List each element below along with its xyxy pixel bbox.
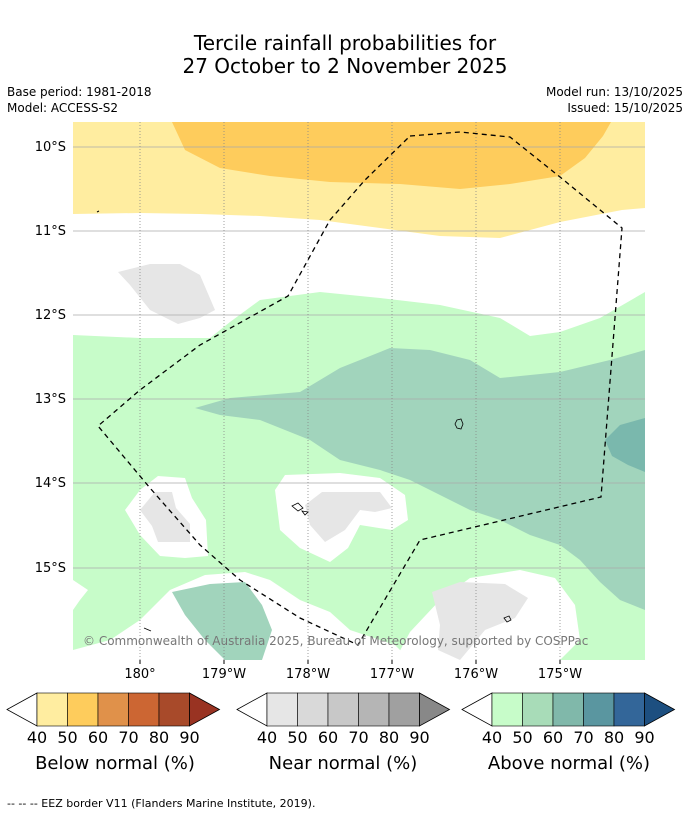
lon-label-175w: 175°W bbox=[538, 667, 582, 682]
colorbar-swatch bbox=[358, 692, 390, 727]
island-west bbox=[143, 627, 152, 632]
colorbar-tick-label: 60 bbox=[542, 728, 564, 747]
colorbar-swatch bbox=[97, 692, 129, 727]
colorbar-tick-label: 60 bbox=[317, 728, 339, 747]
lat-label-11s: 11°S bbox=[35, 224, 66, 239]
island-northwest bbox=[96, 210, 100, 213]
colorbar-max-extend bbox=[419, 692, 451, 727]
island-south bbox=[503, 615, 512, 623]
island-center bbox=[291, 502, 309, 516]
above-normal-50-lower-region bbox=[172, 582, 272, 660]
colorbar-tick-label: 90 bbox=[634, 728, 655, 747]
model-run: Model run: 13/10/2025 bbox=[545, 85, 683, 99]
lon-label-178w: 178°W bbox=[286, 667, 330, 682]
colorbar-tick-label: 60 bbox=[87, 728, 109, 747]
latitude-labels: 10°S 11°S 12°S 13°S 14°S 15°S bbox=[35, 140, 66, 576]
lat-label-15s: 15°S bbox=[35, 561, 66, 576]
colorbar-min-extend bbox=[6, 692, 38, 727]
issued-date: Issued: 15/10/2025 bbox=[567, 101, 683, 115]
lat-label-13s: 13°S bbox=[35, 392, 66, 407]
colorbar-above-normal bbox=[461, 692, 676, 727]
title-line-1: Tercile rainfall probabilities for bbox=[193, 31, 497, 55]
white-notch-left bbox=[73, 580, 88, 610]
colorbar-swatch bbox=[552, 692, 584, 727]
title-line-2: 27 October to 2 November 2025 bbox=[182, 54, 508, 78]
lon-label-180: 180° bbox=[124, 667, 155, 682]
colorbar-tick-label: 80 bbox=[148, 728, 170, 747]
longitude-ticks bbox=[139, 660, 561, 664]
colorbar-tick-label: 40 bbox=[26, 728, 48, 747]
above-normal-60-region bbox=[605, 418, 645, 472]
near-normal-blob-lower-right bbox=[432, 582, 528, 660]
base-period: Base period: 1981-2018 bbox=[7, 85, 152, 99]
colorbar-swatch bbox=[67, 692, 99, 727]
colorbar-swatch bbox=[613, 692, 645, 727]
colorbar-swatch bbox=[491, 692, 523, 727]
lon-label-177w: 177°W bbox=[370, 667, 414, 682]
colorbar-tick-label: 50 bbox=[512, 728, 533, 747]
lon-label-176w: 176°W bbox=[454, 667, 498, 682]
colorbar-tick-label: 40 bbox=[481, 728, 503, 747]
below-normal-50-region bbox=[172, 122, 611, 189]
longitude-labels: 180° 179°W 178°W 177°W 176°W 175°W bbox=[124, 667, 582, 682]
colorbar-tick-label: 50 bbox=[57, 728, 78, 747]
colorbar-tick-label: 90 bbox=[179, 728, 200, 747]
colorbar-label-above: Above normal (%) bbox=[487, 753, 651, 774]
colorbar-tick-label: 70 bbox=[573, 728, 594, 747]
colorbar-tick-label: 90 bbox=[409, 728, 430, 747]
colorbar-near-normal bbox=[236, 692, 451, 727]
map-copyright: © Commonwealth of Australia 2025, Bureau… bbox=[83, 634, 588, 648]
colorbar-swatch bbox=[36, 692, 68, 727]
colorbar-tick-label: 80 bbox=[603, 728, 625, 747]
colorbar-tick-label: 80 bbox=[378, 728, 400, 747]
colorbar-min-extend bbox=[461, 692, 493, 727]
colorbar-label-below: Below normal (%) bbox=[35, 753, 195, 774]
lat-label-12s: 12°S bbox=[35, 308, 66, 323]
colorbar-swatch bbox=[522, 692, 554, 727]
near-normal-blob-lower-left bbox=[140, 492, 190, 542]
colorbar-tick-label: 70 bbox=[118, 728, 139, 747]
lat-label-10s: 10°S bbox=[35, 140, 66, 155]
colorbar-below-normal bbox=[6, 692, 221, 727]
colorbar-max-extend bbox=[644, 692, 676, 727]
eez-footnote: -- -- -- EEZ border V11 (Flanders Marine… bbox=[7, 797, 316, 810]
latitude-gridlines bbox=[73, 146, 645, 569]
above-normal-50-region bbox=[195, 348, 645, 610]
colorbar-swatch bbox=[327, 692, 359, 727]
colorbar-swatch bbox=[297, 692, 329, 727]
colorbar-tick-label: 40 bbox=[256, 728, 278, 747]
colorbar-swatch bbox=[583, 692, 615, 727]
map-plot-area: © Commonwealth of Australia 2025, Bureau… bbox=[73, 122, 645, 660]
colorbar-label-near: Near normal (%) bbox=[268, 753, 418, 774]
model-name: Model: ACCESS-S2 bbox=[7, 101, 119, 115]
colorbar-swatch bbox=[266, 692, 298, 727]
colorbar-swatch bbox=[388, 692, 420, 727]
colorbar-max-extend bbox=[189, 692, 221, 727]
colorbar-tick-label: 50 bbox=[287, 728, 308, 747]
eez-border bbox=[97, 131, 623, 646]
colorbar-tick-label: 70 bbox=[348, 728, 369, 747]
lat-label-14s: 14°S bbox=[35, 476, 66, 491]
near-normal-blob-upper bbox=[118, 264, 215, 324]
colorbar-min-extend bbox=[236, 692, 268, 727]
near-normal-blob-center bbox=[305, 492, 392, 542]
lon-label-179w: 179°W bbox=[202, 667, 246, 682]
colorbar-swatch bbox=[158, 692, 190, 727]
island-east bbox=[454, 418, 464, 430]
colorbar-swatch bbox=[128, 692, 160, 727]
